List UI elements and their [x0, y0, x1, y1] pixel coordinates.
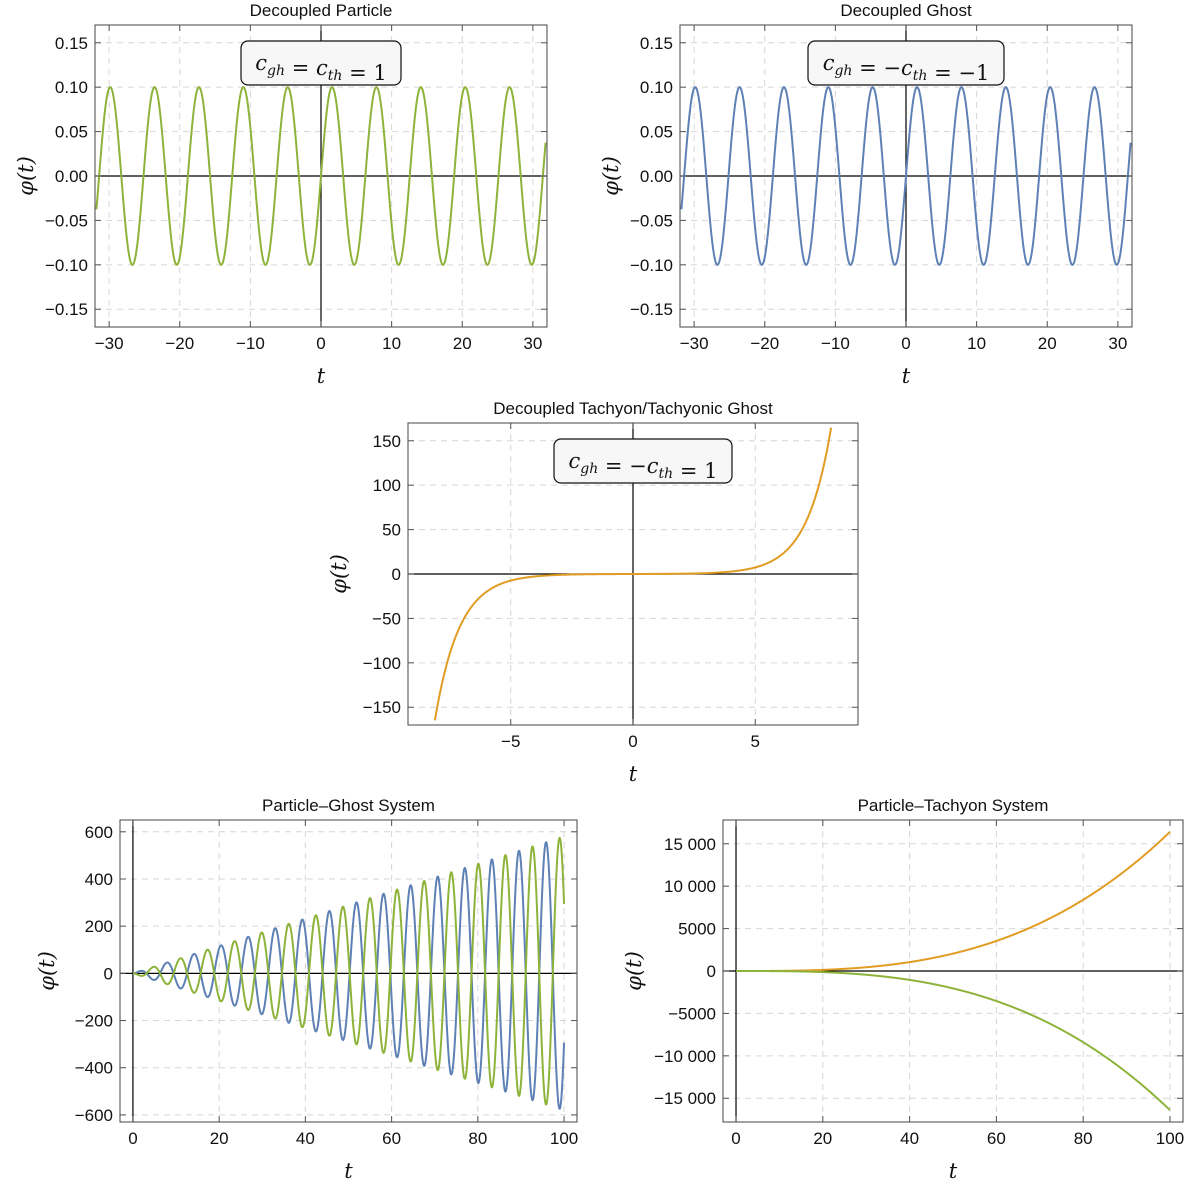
x-tick-label: 60 — [382, 1129, 401, 1148]
x-tick-label: 100 — [550, 1129, 578, 1148]
y-axis-label: φ(t) — [327, 554, 351, 594]
x-tick-label: 60 — [987, 1129, 1006, 1148]
y-tick-label: −400 — [75, 1059, 113, 1078]
x-tick-label: 80 — [468, 1129, 487, 1148]
y-tick-label: −150 — [363, 698, 401, 717]
x-tick-label: 0 — [628, 732, 637, 751]
y-tick-label: 0.10 — [55, 78, 88, 97]
chart-title: Decoupled Ghost — [840, 1, 972, 20]
x-tick-label: −30 — [680, 334, 709, 353]
chart-p2: −30 −20 −10 0 10 20 30 0.15 0.10 0.05 0.00 −0.05 −0.… — [599, 1, 1133, 388]
annotation-box: cgh = −cth = −1 — [807, 40, 1005, 86]
x-axis-label: t — [317, 364, 326, 388]
x-tick-label: 30 — [1108, 334, 1127, 353]
series-line-1 — [132, 841, 566, 1110]
y-tick-label: −0.05 — [630, 211, 673, 230]
y-tick-label: 400 — [85, 870, 113, 889]
y-tick-label: 15 000 — [664, 835, 716, 854]
y-tick-label: 600 — [85, 823, 113, 842]
x-axis-label: t — [949, 1159, 958, 1180]
chart-p1: −30 −20 −10 0 10 20 30 0.15 0.10 0.05 0.00 −0.05 −0.… — [14, 1, 548, 388]
y-axis-label: φ(t) — [35, 951, 59, 991]
chart-title: Particle–Tachyon System — [858, 796, 1049, 815]
x-tick-label: 30 — [523, 334, 542, 353]
x-tick-label: −30 — [95, 334, 124, 353]
series-line-1 — [680, 86, 1132, 266]
y-tick-label: −0.10 — [45, 256, 88, 275]
chart-title: Decoupled Tachyon/Tachyonic Ghost — [493, 399, 773, 418]
chart-p4: 0 20 40 60 80 100 600 400 200 0 −200 −400 −600 Partic… — [35, 796, 578, 1180]
y-tick-label: 0.10 — [640, 78, 673, 97]
series-line-2 — [132, 836, 566, 1106]
y-tick-label: 50 — [382, 521, 401, 540]
y-axis-label: φ(t) — [622, 951, 646, 991]
y-tick-label: −0.15 — [45, 300, 88, 319]
x-tick-label: 80 — [1074, 1129, 1093, 1148]
chart-p5: 0 20 40 60 80 100 15 000 10 000 5000 0 −5000 −10 00… — [622, 796, 1184, 1180]
series-line-1 — [736, 831, 1171, 972]
x-tick-label: 20 — [813, 1129, 832, 1148]
series-line-2 — [736, 970, 1171, 1111]
y-tick-label: −10 000 — [654, 1047, 716, 1066]
x-tick-label: 10 — [382, 334, 401, 353]
x-tick-label: 20 — [453, 334, 472, 353]
y-tick-label: 100 — [373, 476, 401, 495]
y-tick-label: 0.00 — [640, 167, 673, 186]
x-tick-label: 100 — [1156, 1129, 1184, 1148]
x-axis-label: t — [902, 364, 911, 388]
x-tick-label: 0 — [128, 1129, 137, 1148]
x-tick-label: −10 — [821, 334, 850, 353]
y-tick-label: 10 000 — [664, 877, 716, 896]
y-tick-label: 0.15 — [55, 34, 88, 53]
x-axis-label: t — [629, 762, 638, 786]
y-tick-label: −100 — [363, 654, 401, 673]
chart-title: Particle–Ghost System — [262, 796, 435, 815]
y-axis-label: φ(t) — [599, 156, 623, 196]
x-tick-label: 0 — [316, 334, 325, 353]
x-tick-label: 40 — [296, 1129, 315, 1148]
y-tick-label: −50 — [372, 609, 401, 628]
x-tick-label: −20 — [165, 334, 194, 353]
y-tick-label: 0 — [392, 565, 401, 584]
annotation-box: cgh = cth = 1 — [240, 40, 402, 86]
annotation-text: cgh = cth = 1 — [255, 51, 386, 85]
annotation-text: cgh = −cth = −1 — [823, 51, 990, 85]
y-axis-label: φ(t) — [14, 156, 38, 196]
y-tick-label: −0.10 — [630, 256, 673, 275]
x-tick-label: 20 — [210, 1129, 229, 1148]
x-tick-label: 5 — [751, 732, 760, 751]
y-tick-label: −5000 — [668, 1004, 716, 1023]
y-tick-label: −0.15 — [630, 300, 673, 319]
chart-title: Decoupled Particle — [250, 1, 393, 20]
y-tick-label: −600 — [75, 1106, 113, 1125]
series-line-1 — [433, 427, 833, 721]
x-axis-label: t — [344, 1159, 353, 1180]
x-tick-label: 40 — [900, 1129, 919, 1148]
x-tick-label: 10 — [967, 334, 986, 353]
y-tick-label: −200 — [75, 1012, 113, 1031]
y-tick-label: 0.15 — [640, 34, 673, 53]
y-tick-label: 0 — [104, 964, 113, 983]
annotation-text: cgh = −cth = 1 — [568, 449, 717, 483]
y-tick-label: 0 — [707, 962, 716, 981]
y-tick-label: 0.05 — [640, 123, 673, 142]
x-tick-label: −10 — [236, 334, 265, 353]
y-tick-label: −15 000 — [654, 1089, 716, 1108]
y-tick-label: 0.05 — [55, 123, 88, 142]
y-tick-label: 200 — [85, 917, 113, 936]
y-tick-label: 150 — [373, 432, 401, 451]
annotation-box: cgh = −cth = 1 — [553, 438, 733, 484]
y-tick-label: 5000 — [678, 920, 716, 939]
y-tick-label: −0.05 — [45, 211, 88, 230]
x-tick-label: −5 — [501, 732, 520, 751]
x-tick-label: 0 — [901, 334, 910, 353]
series-line-1 — [95, 86, 547, 266]
x-tick-label: −20 — [750, 334, 779, 353]
y-tick-label: 0.00 — [55, 167, 88, 186]
plot-frame — [119, 819, 578, 1123]
x-tick-label: 20 — [1038, 334, 1057, 353]
x-tick-label: 0 — [731, 1129, 740, 1148]
